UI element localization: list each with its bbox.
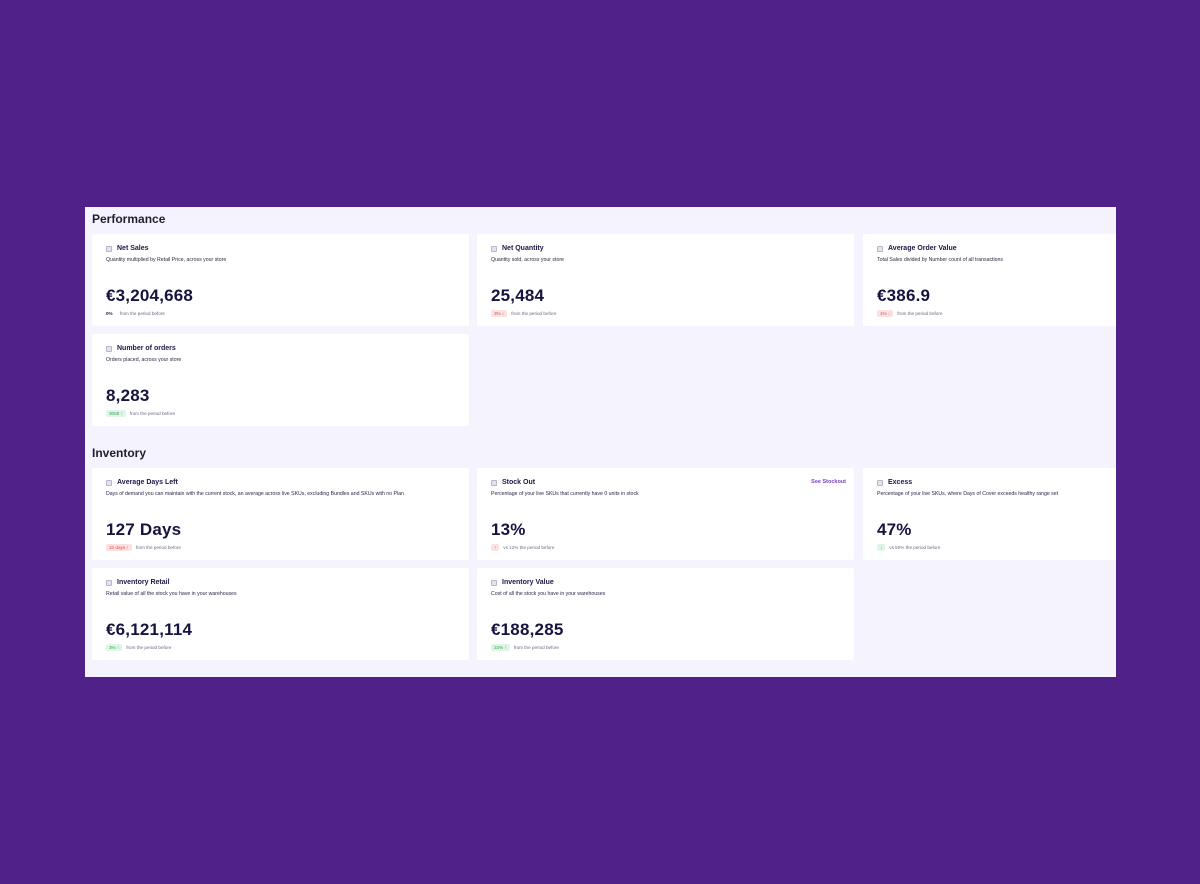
card-change: 10 days ↑ from the period before bbox=[106, 544, 181, 551]
change-label: from the period before bbox=[126, 645, 172, 650]
checkbox-icon[interactable] bbox=[106, 345, 112, 352]
change-label: from the period before bbox=[119, 311, 165, 316]
change-badge: 3% ↓ bbox=[491, 310, 508, 317]
change-label: from the period before bbox=[129, 411, 175, 416]
net-quantity-card[interactable]: Net Quantity Quantity sold, across your … bbox=[477, 234, 854, 326]
card-description: Cost of all the stock you have in your w… bbox=[491, 591, 606, 597]
card-header: Average Order Value bbox=[877, 245, 957, 252]
card-title: Inventory Value bbox=[502, 579, 554, 586]
card-title: Number of orders bbox=[117, 345, 176, 352]
card-change: 3% ↓ from the period before bbox=[491, 310, 556, 317]
change-badge: 33% ↑ bbox=[491, 644, 510, 651]
change-badge: 1% ↓ bbox=[877, 310, 894, 317]
card-description: Quantity sold, across your store bbox=[491, 257, 564, 263]
performance-section-title: Performance bbox=[92, 212, 166, 226]
change-badge: 3058 ↑ bbox=[106, 410, 126, 417]
card-title: Average Order Value bbox=[888, 245, 957, 252]
card-description: Days of demand you can maintain with the… bbox=[106, 491, 404, 497]
number-of-orders-card[interactable]: Number of orders Orders placed, across y… bbox=[92, 334, 469, 426]
checkbox-icon[interactable] bbox=[491, 579, 497, 586]
card-value: 127 Days bbox=[106, 520, 182, 539]
card-header: Number of orders bbox=[106, 345, 176, 352]
card-value: 8,283 bbox=[106, 386, 150, 405]
card-header: Net Quantity bbox=[491, 245, 544, 252]
card-change: 1% ↓ from the period before bbox=[877, 310, 942, 317]
card-description: Quantity multiplied by Retail Price, acr… bbox=[106, 257, 227, 263]
inventory-value-card[interactable]: Inventory Value Cost of all the stock yo… bbox=[477, 568, 854, 660]
change-badge: 0% bbox=[106, 311, 113, 316]
card-description: Percentage of your live SKUs, where Days… bbox=[877, 491, 1059, 497]
card-change: ↑ vs 12% the period before bbox=[491, 544, 554, 551]
dashboard-panel: Performance Net Sales Quantity multiplie… bbox=[85, 207, 1116, 677]
excess-card[interactable]: Excess Percentage of your live SKUs, whe… bbox=[863, 468, 1116, 560]
card-header: Inventory Retail bbox=[106, 579, 170, 586]
card-title: Average Days Left bbox=[117, 479, 178, 486]
card-value: €188,285 bbox=[491, 620, 564, 639]
card-change: 3058 ↑ from the period before bbox=[106, 410, 175, 417]
card-title: Excess bbox=[888, 479, 913, 486]
card-change: 33% ↑ from the period before bbox=[491, 644, 559, 651]
change-badge: ↓ bbox=[877, 544, 886, 551]
stock-out-card[interactable]: Stock Out See Stockout Percentage of you… bbox=[477, 468, 854, 560]
checkbox-icon[interactable] bbox=[877, 245, 883, 252]
card-title: Net Quantity bbox=[502, 245, 544, 252]
card-header: Average Days Left bbox=[106, 479, 178, 486]
card-value: €3,204,668 bbox=[106, 286, 194, 305]
card-header: Excess bbox=[877, 479, 912, 486]
checkbox-icon[interactable] bbox=[491, 479, 497, 486]
card-value: €6,121,114 bbox=[106, 620, 193, 639]
average-days-left-card[interactable]: Average Days Left Days of demand you can… bbox=[92, 468, 469, 560]
card-title: Inventory Retail bbox=[117, 579, 170, 586]
change-label: from the period before bbox=[513, 645, 559, 650]
card-header: Net Sales bbox=[106, 245, 149, 252]
card-header: Stock Out bbox=[491, 479, 535, 486]
card-header: Inventory Value bbox=[491, 579, 554, 586]
card-description: Retail value of all the stock you have i… bbox=[106, 591, 237, 597]
card-value: 25,484 bbox=[491, 286, 545, 305]
card-change: 0% from the period before bbox=[106, 310, 165, 317]
card-value: 47% bbox=[877, 520, 912, 539]
change-label: vs 12% the period before bbox=[503, 545, 555, 550]
checkbox-icon[interactable] bbox=[106, 479, 112, 486]
average-order-value-card[interactable]: Average Order Value Total Sales divided … bbox=[863, 234, 1116, 326]
card-change: ↓ vs 50% the period before bbox=[877, 544, 940, 551]
see-stockout-link[interactable]: See Stockout bbox=[811, 479, 846, 485]
change-badge: 10 days ↑ bbox=[106, 544, 132, 551]
checkbox-icon[interactable] bbox=[106, 245, 112, 252]
checkbox-icon[interactable] bbox=[491, 245, 497, 252]
checkbox-icon[interactable] bbox=[877, 479, 883, 486]
card-value: €386.9 bbox=[877, 286, 931, 305]
change-badge: 3% ↑ bbox=[106, 644, 123, 651]
checkbox-icon[interactable] bbox=[106, 579, 112, 586]
card-value: 13% bbox=[491, 520, 526, 539]
card-title: Net Sales bbox=[117, 245, 149, 252]
card-title: Stock Out bbox=[502, 479, 536, 486]
card-change: 3% ↑ from the period before bbox=[106, 644, 171, 651]
card-description: Orders placed, across your store bbox=[106, 357, 182, 363]
change-label: vs 50% the period before bbox=[889, 545, 941, 550]
net-sales-card[interactable]: Net Sales Quantity multiplied by Retail … bbox=[92, 234, 469, 326]
change-label: from the period before bbox=[897, 311, 943, 316]
change-badge: ↑ bbox=[491, 544, 500, 551]
card-description: Percentage of your live SKUs that curren… bbox=[491, 491, 639, 497]
card-description: Total Sales divided by Number count of a… bbox=[877, 257, 1004, 263]
change-label: from the period before bbox=[511, 311, 557, 316]
change-label: from the period before bbox=[135, 545, 181, 550]
inventory-retail-card[interactable]: Inventory Retail Retail value of all the… bbox=[92, 568, 469, 660]
inventory-section-title: Inventory bbox=[92, 446, 147, 460]
